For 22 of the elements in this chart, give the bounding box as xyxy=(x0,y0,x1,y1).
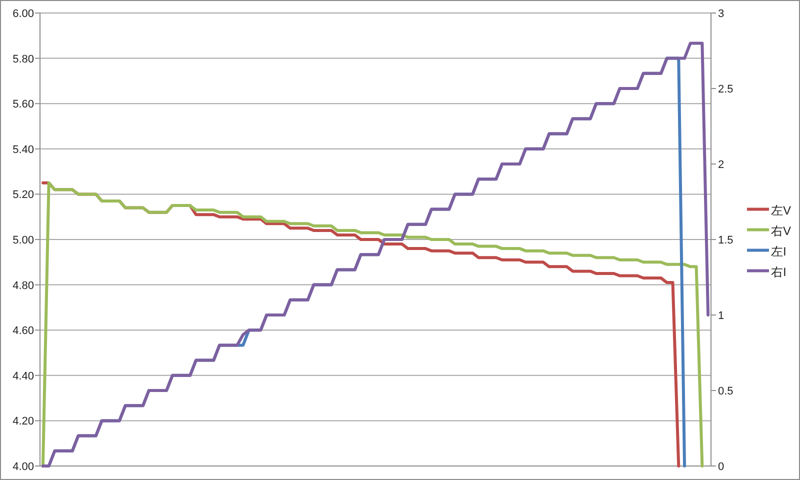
y2-tick-label: 3 xyxy=(718,8,724,20)
y-tick-label: 6.00 xyxy=(12,8,34,20)
y-tick-label: 5.00 xyxy=(12,234,34,246)
y-tick-label: 4.20 xyxy=(12,416,34,428)
y2-tick-label: 1.5 xyxy=(718,234,734,246)
y-tick-label: 4.60 xyxy=(12,325,34,338)
legend-label: 左I xyxy=(771,244,786,258)
y-tick-label: 5.40 xyxy=(12,144,34,156)
y2-tick-label: 1 xyxy=(718,310,724,322)
legend-label: 右V xyxy=(771,224,792,238)
legend-label: 左V xyxy=(771,203,792,218)
y-tick-label: 5.80 xyxy=(12,53,34,66)
legend-label: 右I xyxy=(771,264,786,279)
y-tick-label: 4.80 xyxy=(12,280,34,292)
y-tick-label: 4.00 xyxy=(12,461,34,473)
y-tick-label: 5.60 xyxy=(12,98,34,111)
y2-tick-label: 2.5 xyxy=(718,84,734,96)
y2-tick-label: 0.5 xyxy=(718,386,734,398)
y2-tick-label: 2 xyxy=(718,159,724,171)
y-tick-label: 5.20 xyxy=(12,189,34,202)
y2-tick-label: 0 xyxy=(718,461,724,473)
y-tick-label: 4.40 xyxy=(12,370,34,382)
